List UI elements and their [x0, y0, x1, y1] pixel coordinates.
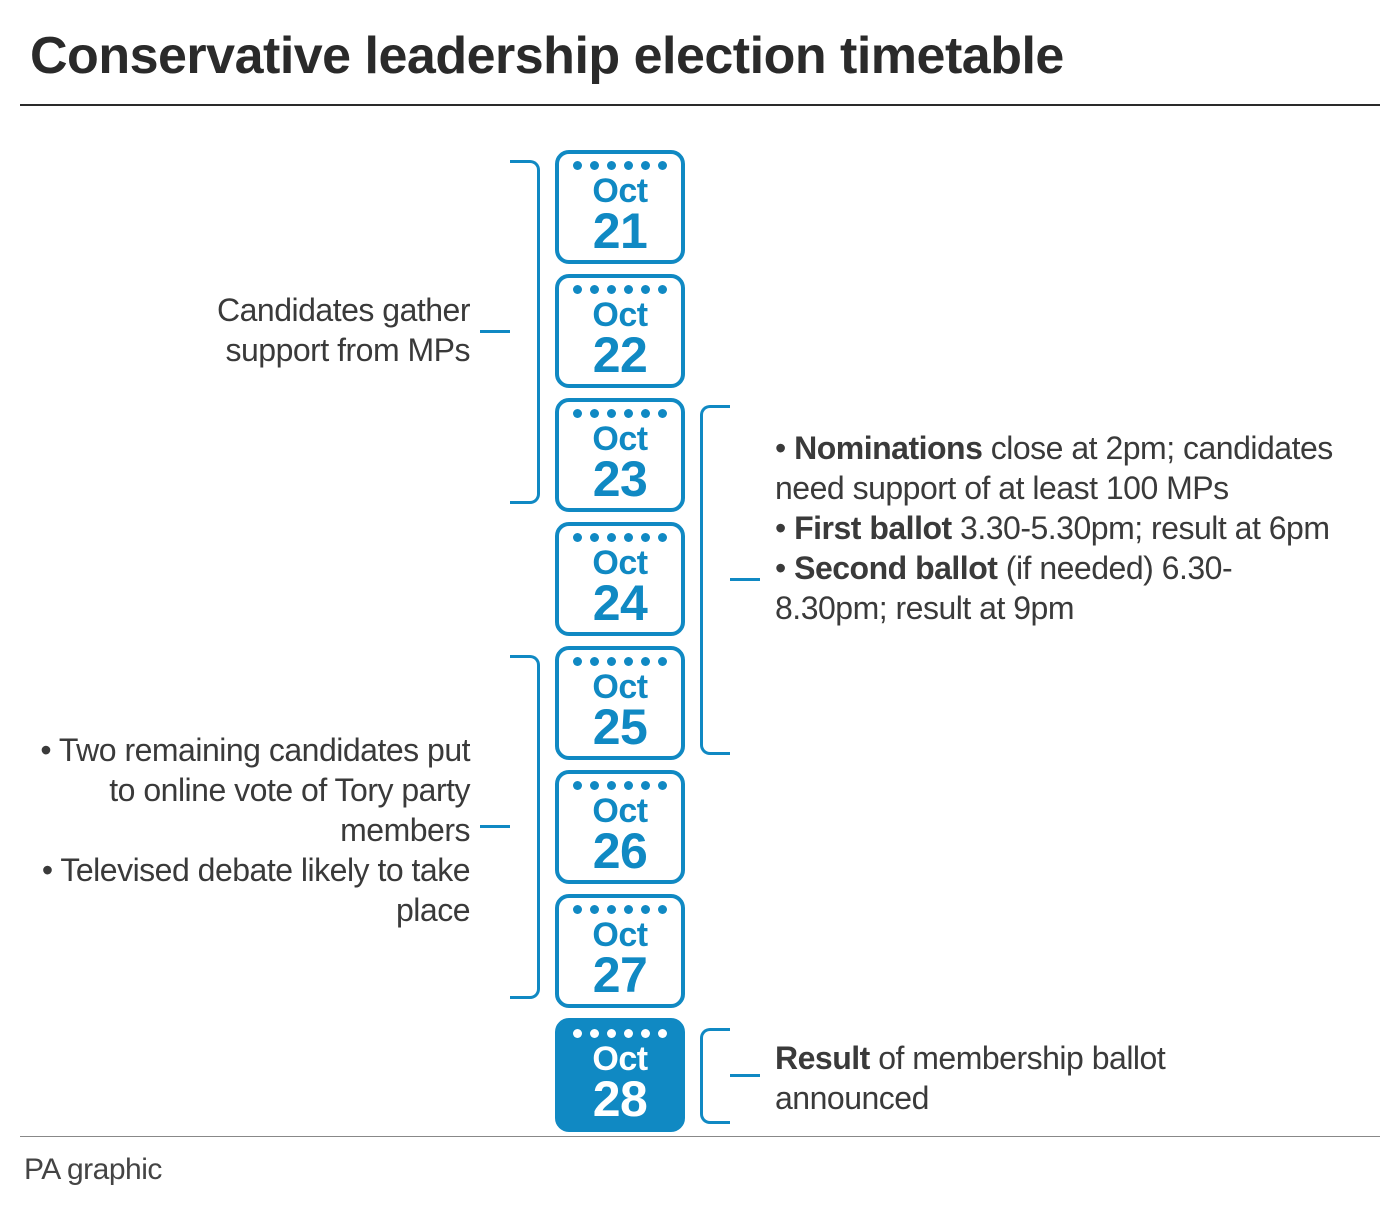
calendar-column: Oct 21 Oct 22 Oct 23 Oct 24 Oct 25 Oct 2…	[555, 150, 685, 1142]
calendar-oct-27: Oct 27	[555, 894, 685, 1008]
bracket-result	[700, 1028, 730, 1124]
calendar-day: 26	[559, 826, 681, 876]
calendar-day: 27	[559, 950, 681, 1000]
bracket-nominations	[700, 405, 730, 755]
label-result: Result of membership ballot announced	[775, 1038, 1195, 1118]
calendar-oct-26: Oct 26	[555, 770, 685, 884]
label-online-vote: Two remaining candidates put to online v…	[40, 730, 470, 930]
bracket-nominations-tick	[730, 578, 760, 581]
footer-rule	[20, 1136, 1380, 1137]
calendar-oct-24: Oct 24	[555, 522, 685, 636]
calendar-oct-28: Oct 28	[555, 1018, 685, 1132]
calendar-holes-icon	[559, 282, 681, 296]
calendar-day: 23	[559, 454, 681, 504]
bracket-online-vote-tick	[480, 825, 510, 828]
footer-credit: PA graphic	[24, 1153, 162, 1187]
calendar-holes-icon	[559, 1026, 681, 1040]
calendar-holes-icon	[559, 778, 681, 792]
bracket-result-tick	[730, 1074, 760, 1077]
calendar-day: 21	[559, 206, 681, 256]
label-gather: Candidates gather support from MPs	[120, 290, 470, 370]
page-title: Conservative leadership election timetab…	[30, 26, 1064, 86]
calendar-holes-icon	[559, 654, 681, 668]
bracket-online-vote	[510, 655, 540, 999]
bracket-gather	[510, 160, 540, 504]
calendar-holes-icon	[559, 530, 681, 544]
calendar-oct-23: Oct 23	[555, 398, 685, 512]
label-nominations: Nominations close at 2pm; candidates nee…	[775, 428, 1335, 628]
calendar-oct-25: Oct 25	[555, 646, 685, 760]
calendar-holes-icon	[559, 406, 681, 420]
calendar-oct-22: Oct 22	[555, 274, 685, 388]
bracket-gather-tick	[480, 330, 510, 333]
calendar-day: 28	[559, 1074, 681, 1124]
calendar-day: 24	[559, 578, 681, 628]
calendar-holes-icon	[559, 158, 681, 172]
calendar-holes-icon	[559, 902, 681, 916]
calendar-day: 22	[559, 330, 681, 380]
calendar-day: 25	[559, 702, 681, 752]
calendar-oct-21: Oct 21	[555, 150, 685, 264]
title-rule	[20, 104, 1380, 106]
